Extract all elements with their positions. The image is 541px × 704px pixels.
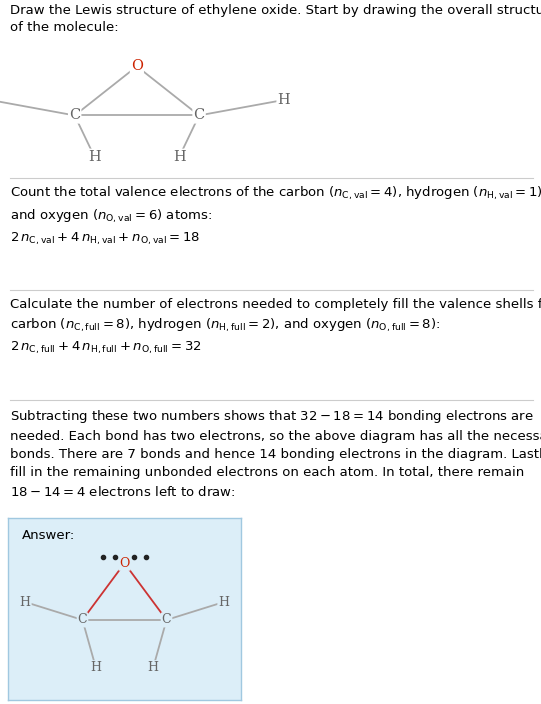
- Text: H: H: [219, 596, 229, 608]
- Text: Subtracting these two numbers shows that $32 - 18 = 14$ bonding electrons are
ne: Subtracting these two numbers shows that…: [10, 408, 541, 498]
- Text: H: H: [19, 596, 31, 608]
- Text: Calculate the number of electrons needed to completely fill the valence shells f: Calculate the number of electrons needed…: [10, 298, 541, 356]
- Text: O: O: [120, 557, 130, 570]
- Text: C: C: [194, 108, 204, 122]
- Text: H: H: [278, 93, 290, 107]
- Text: H: H: [148, 661, 159, 674]
- Text: H: H: [88, 150, 101, 164]
- Text: Answer:: Answer:: [22, 529, 75, 542]
- Text: H: H: [173, 150, 186, 164]
- Text: C: C: [162, 613, 171, 627]
- Text: C: C: [69, 108, 80, 122]
- Text: Draw the Lewis structure of ethylene oxide. Start by drawing the overall structu: Draw the Lewis structure of ethylene oxi…: [10, 4, 541, 34]
- Text: H: H: [90, 661, 101, 674]
- Text: O: O: [131, 59, 143, 73]
- Text: Count the total valence electrons of the carbon ($n_\mathrm{C,val} = 4$), hydrog: Count the total valence electrons of the…: [10, 185, 541, 248]
- Text: C: C: [78, 613, 87, 627]
